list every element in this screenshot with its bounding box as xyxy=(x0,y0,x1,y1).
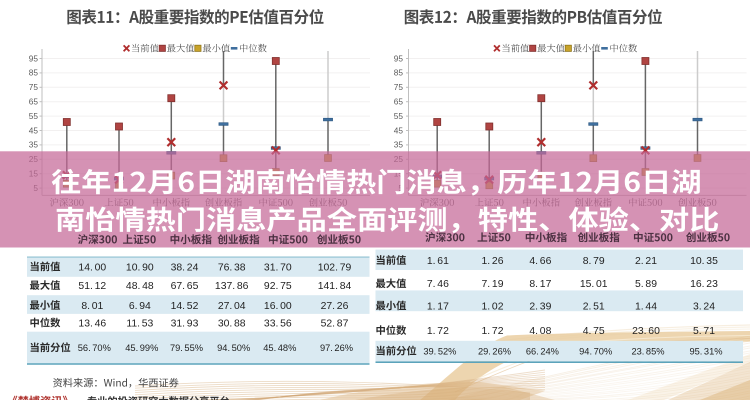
svg-text:65: 65 xyxy=(29,97,39,107)
svg-text:51. 12: 51. 12 xyxy=(78,281,106,292)
svg-text:16. 00: 16. 00 xyxy=(264,301,292,312)
svg-text:10. 35: 10. 35 xyxy=(690,256,718,267)
svg-text:76. 38: 76. 38 xyxy=(218,262,246,273)
svg-text:3. 24: 3. 24 xyxy=(693,301,715,312)
svg-text:95: 95 xyxy=(394,53,404,63)
svg-text:29. 26%: 29. 26% xyxy=(478,347,511,357)
svg-text:30. 88: 30. 88 xyxy=(218,318,246,329)
svg-text:4. 08: 4. 08 xyxy=(529,326,551,337)
svg-text:92. 75: 92. 75 xyxy=(264,281,292,292)
svg-text:55: 55 xyxy=(29,111,39,121)
svg-text:56. 70%: 56. 70% xyxy=(78,343,111,353)
svg-text:16. 23: 16. 23 xyxy=(690,279,718,290)
svg-text:27. 26: 27. 26 xyxy=(321,301,349,312)
svg-text:14. 00: 14. 00 xyxy=(78,262,106,273)
svg-text:4. 66: 4. 66 xyxy=(529,256,551,267)
svg-text:45: 45 xyxy=(394,125,404,135)
svg-text:48. 48: 48. 48 xyxy=(126,281,154,292)
svg-text:15. 01: 15. 01 xyxy=(580,279,608,290)
svg-text:94. 50%: 94. 50% xyxy=(217,343,250,353)
svg-text:1. 17: 1. 17 xyxy=(427,301,449,312)
svg-text:79. 55%: 79. 55% xyxy=(170,343,203,353)
svg-text:75: 75 xyxy=(394,82,404,92)
svg-text:66. 24%: 66. 24% xyxy=(526,347,559,357)
svg-text:5. 89: 5. 89 xyxy=(635,279,657,290)
svg-text:75: 75 xyxy=(29,82,39,92)
svg-text:1. 02: 1. 02 xyxy=(482,301,504,312)
svg-text:4. 75: 4. 75 xyxy=(583,326,605,337)
svg-text:8. 79: 8. 79 xyxy=(583,256,605,267)
svg-text:1. 26: 1. 26 xyxy=(482,256,504,267)
svg-text:97. 26%: 97. 26% xyxy=(320,343,353,353)
svg-text:38. 24: 38. 24 xyxy=(171,262,199,273)
svg-text:5. 71: 5. 71 xyxy=(693,326,715,337)
svg-text:65: 65 xyxy=(394,97,404,107)
svg-text:7. 46: 7. 46 xyxy=(427,279,449,290)
svg-text:45. 48%: 45. 48% xyxy=(263,343,296,353)
svg-text:85: 85 xyxy=(29,68,39,78)
svg-text:95. 31%: 95. 31% xyxy=(689,347,722,357)
svg-text:8. 01: 8. 01 xyxy=(81,301,103,312)
svg-text:2. 51: 2. 51 xyxy=(583,301,605,312)
svg-text:95: 95 xyxy=(29,53,39,63)
svg-text:45. 99%: 45. 99% xyxy=(125,343,158,353)
svg-text:31. 70: 31. 70 xyxy=(264,262,292,273)
svg-text:85: 85 xyxy=(394,68,404,78)
svg-text:10. 90: 10. 90 xyxy=(126,262,154,273)
svg-text:23. 85%: 23. 85% xyxy=(631,347,664,357)
svg-text:2. 21: 2. 21 xyxy=(635,256,657,267)
svg-text:39. 52%: 39. 52% xyxy=(423,347,456,357)
svg-text:141. 84: 141. 84 xyxy=(318,281,352,292)
svg-text:14. 52: 14. 52 xyxy=(171,301,199,312)
svg-text:2. 39: 2. 39 xyxy=(529,301,551,312)
svg-text:55: 55 xyxy=(394,111,404,121)
svg-text:102. 79: 102. 79 xyxy=(318,262,352,273)
svg-text:52. 87: 52. 87 xyxy=(321,318,349,329)
svg-text:8. 17: 8. 17 xyxy=(529,279,551,290)
svg-text:7. 19: 7. 19 xyxy=(482,279,504,290)
svg-text:94. 70%: 94. 70% xyxy=(579,347,612,357)
svg-text:13. 46: 13. 46 xyxy=(78,318,106,329)
svg-text:11. 53: 11. 53 xyxy=(126,318,153,329)
svg-text:1. 61: 1. 61 xyxy=(427,256,449,267)
svg-text:45: 45 xyxy=(29,125,39,135)
svg-text:27. 04: 27. 04 xyxy=(218,301,246,312)
svg-text:6. 94: 6. 94 xyxy=(129,301,151,312)
svg-text:31. 93: 31. 93 xyxy=(171,318,199,329)
svg-text:23. 60: 23. 60 xyxy=(632,326,660,337)
svg-text:137. 86: 137. 86 xyxy=(215,281,249,292)
svg-text:1. 72: 1. 72 xyxy=(482,326,504,337)
svg-text:33. 56: 33. 56 xyxy=(264,318,292,329)
svg-text:1. 44: 1. 44 xyxy=(635,301,657,312)
svg-text:35: 35 xyxy=(29,140,39,150)
svg-text:1. 72: 1. 72 xyxy=(427,326,449,337)
svg-text:67. 65: 67. 65 xyxy=(171,281,199,292)
svg-text:35: 35 xyxy=(394,140,404,150)
